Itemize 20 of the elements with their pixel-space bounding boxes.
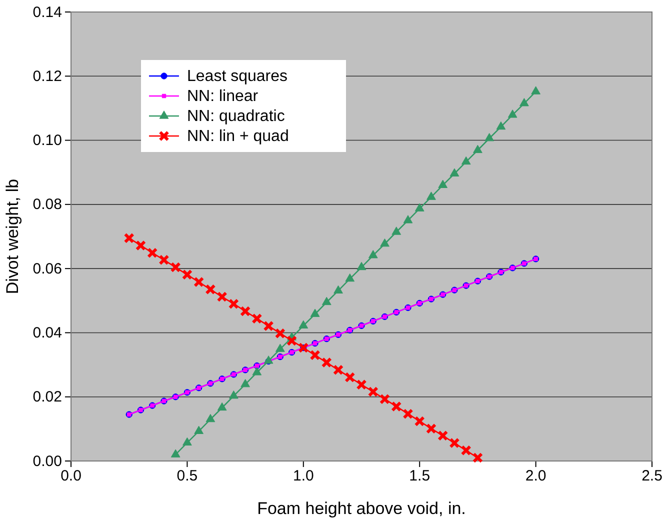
x-tick-label: 1.0 <box>292 468 314 485</box>
y-tick-label: 0.00 <box>32 452 62 470</box>
y-tick-label: 0.12 <box>32 68 62 85</box>
y-tick-label: 0.06 <box>32 260 62 278</box>
y-tick-label: 0.10 <box>32 132 62 150</box>
x-tick-label: 2.5 <box>642 468 662 485</box>
legend-label: NN: quadratic <box>187 108 285 125</box>
legend-label: NN: lin + quad <box>187 128 289 145</box>
x-axis-title: Foam height above void, in. <box>257 499 466 518</box>
y-tick-label: 0.14 <box>32 4 62 21</box>
x-tick-label: 2.0 <box>525 468 546 485</box>
y-axis-title: Divot weight, lb <box>3 178 22 294</box>
legend-label: Least squares <box>187 68 288 85</box>
y-tick-label: 0.04 <box>32 324 62 342</box>
y-tick-label: 0.08 <box>32 196 62 214</box>
legend-label: NN: linear <box>187 88 259 105</box>
x-tick-label: 1.5 <box>409 468 430 485</box>
x-tick-label: 0.5 <box>176 468 198 485</box>
x-tick-label: 0.0 <box>60 468 82 485</box>
y-tick-label: 0.02 <box>32 388 62 406</box>
